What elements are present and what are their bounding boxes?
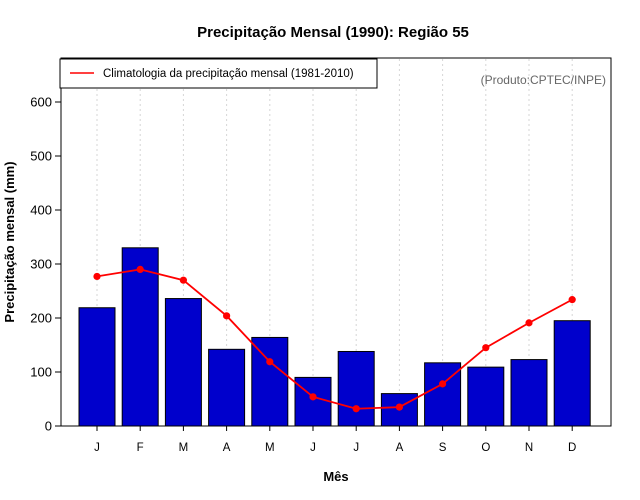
climatology-point-6	[352, 405, 360, 413]
x-tick-label-9: O	[481, 442, 490, 454]
bar-4	[251, 336, 289, 427]
climatology-point-0	[93, 272, 101, 281]
source-annotation: (Produto:CPTEC/INPE)	[481, 73, 606, 87]
y-tick-label-3: 300	[30, 257, 52, 272]
bar-11	[553, 320, 591, 427]
climatology-point-8	[439, 380, 447, 388]
y-tick-label-0: 0	[45, 419, 52, 434]
y-tick-label-5: 500	[30, 149, 52, 164]
bar-1	[121, 247, 159, 427]
y-tick-label-2: 200	[30, 311, 52, 326]
climatology-point-1	[136, 265, 144, 273]
x-tick-label-4: M	[265, 442, 275, 454]
bars-group	[78, 247, 591, 427]
climatology-point-5	[309, 393, 317, 401]
legend: Climatologia da precipitação mensal (198…	[59, 58, 378, 89]
y-tick-label-6: 600	[30, 95, 52, 110]
y-axis: 0 100 200 300 400 500 600	[30, 95, 62, 434]
bar-6	[337, 350, 375, 427]
bar-10	[510, 359, 548, 427]
bar-5	[294, 376, 332, 427]
climatology-point-3	[223, 312, 231, 320]
x-tick-label-1: F	[137, 442, 144, 454]
bar-3	[208, 348, 246, 427]
climatology-line	[96, 268, 573, 410]
climatology-line-group	[93, 265, 576, 413]
bar-2	[164, 298, 202, 427]
chart-title: Precipitação Mensal (1990): Região 55	[197, 24, 469, 41]
legend-label: Climatologia da precipitação mensal (198…	[103, 68, 354, 80]
x-tick-label-11: D	[568, 442, 576, 454]
climatology-point-9	[482, 344, 490, 352]
x-axis-label: Mês	[323, 469, 348, 484]
x-tick-label-3: A	[223, 442, 231, 454]
y-tick-label-4: 400	[30, 203, 52, 218]
bar-9	[467, 366, 505, 427]
x-tick-label-10: N	[525, 442, 533, 454]
climatology-point-4	[266, 358, 274, 366]
climatology-point-7	[395, 403, 403, 411]
y-tick-label-1: 100	[30, 365, 52, 380]
climatology-point-11	[568, 296, 576, 304]
climatology-point-2	[179, 276, 187, 284]
climatology-point-10	[525, 319, 533, 327]
x-tick-label-7: A	[396, 442, 404, 454]
x-tick-label-2: M	[179, 442, 189, 454]
x-tick-label-5: J	[310, 442, 316, 454]
legend-box	[59, 58, 378, 89]
y-axis-label: Precipitação mensal (mm)	[2, 161, 17, 322]
x-tick-label-8: S	[439, 442, 447, 454]
x-tick-label-6: J	[353, 442, 359, 454]
x-tick-label-0: J	[94, 442, 100, 454]
bar-0	[78, 307, 116, 427]
